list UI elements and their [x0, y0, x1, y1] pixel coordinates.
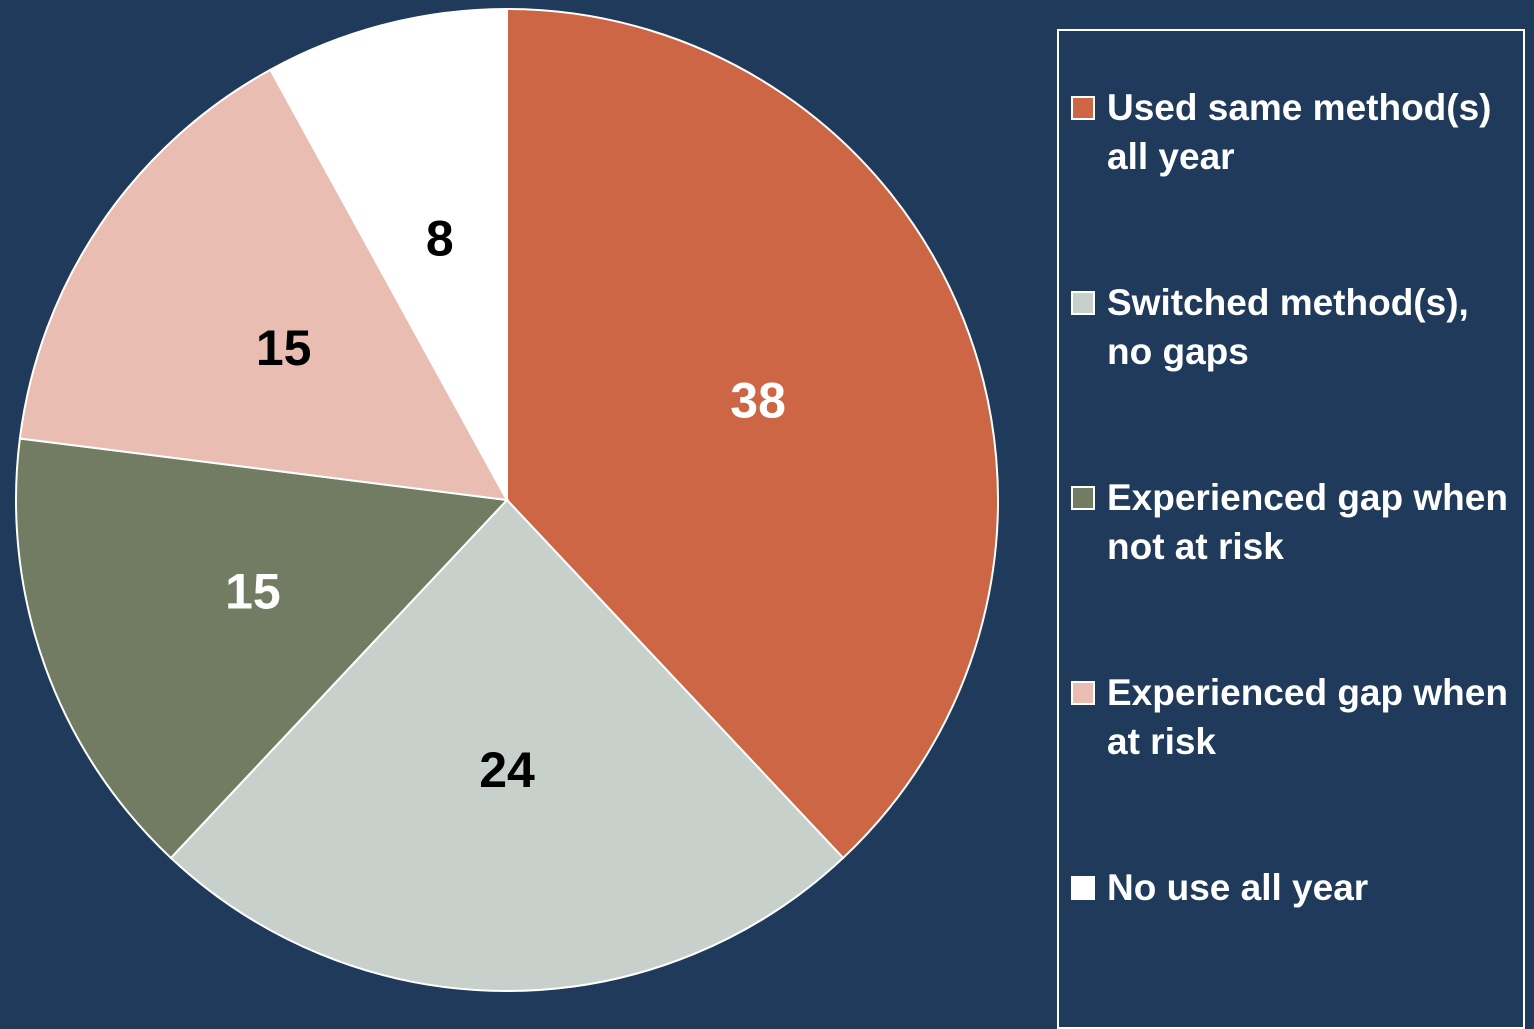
- legend-label: Experienced gap when at risk: [1107, 672, 1508, 762]
- legend-label: Used same method(s) all year: [1107, 87, 1492, 177]
- pie-chart: 38 24 15 15 8: [15, 7, 999, 992]
- legend-swatch: [1071, 96, 1095, 120]
- legend-item-no-use: No use all year: [1071, 867, 1521, 912]
- pie-slice-switched-method-s-no-gaps: [169, 498, 845, 992]
- legend-label: Switched method(s), no gaps: [1107, 282, 1469, 372]
- pie-slice-experienced-gap-when-not-at-risk: [15, 437, 510, 860]
- legend-swatch: [1071, 291, 1095, 315]
- pie-value-labels: 38 24 15 15 8: [225, 210, 786, 798]
- legend-label: Experienced gap when not at risk: [1107, 477, 1508, 567]
- pie-value-label-used-same-method-s-all-year: 38: [730, 373, 786, 429]
- legend-swatch: [1071, 486, 1095, 510]
- pie-value-label-switched-method-s-no-gaps: 24: [479, 742, 535, 798]
- pie-value-label-experienced-gap-when-not-at-risk: 15: [225, 563, 281, 619]
- legend-item-switched-method: Switched method(s), no gaps: [1071, 282, 1521, 376]
- legend: Used same method(s) all year Switched me…: [1057, 29, 1525, 1029]
- pie-slice-experienced-gap-when-at-risk: [18, 68, 509, 502]
- legend-swatch: [1071, 876, 1095, 900]
- legend-item-used-same-method: Used same method(s) all year: [1071, 87, 1521, 181]
- pie-slices: [15, 7, 999, 992]
- legend-label: No use all year: [1107, 867, 1369, 908]
- legend-item-gap-at-risk: Experienced gap when at risk: [1071, 672, 1521, 766]
- pie-slice-no-use-all-year: [269, 7, 508, 501]
- pie-slice-used-same-method-s-all-year: [506, 7, 999, 860]
- legend-swatch: [1071, 681, 1095, 705]
- legend-item-gap-not-at-risk: Experienced gap when not at risk: [1071, 477, 1521, 571]
- pie-value-label-no-use-all-year: 8: [426, 210, 454, 266]
- pie-value-label-experienced-gap-when-at-risk: 15: [256, 320, 312, 376]
